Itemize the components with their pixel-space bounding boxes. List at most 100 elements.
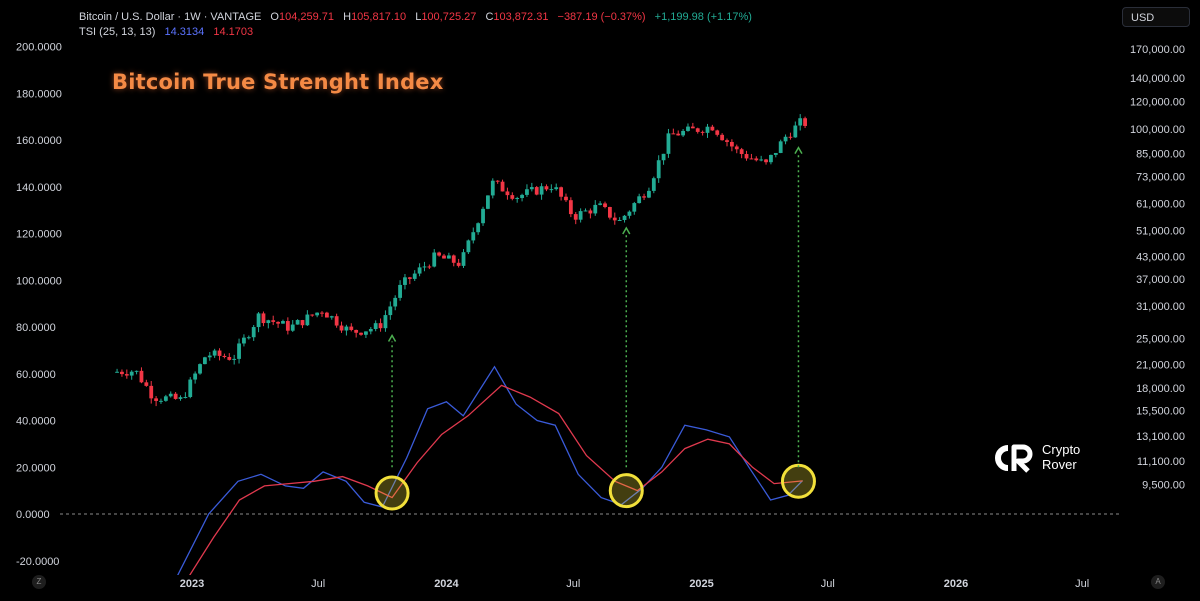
candle-body xyxy=(632,203,637,212)
auto-scale-button[interactable]: A xyxy=(1151,575,1165,589)
candle-body xyxy=(183,396,188,398)
candle xyxy=(427,264,432,270)
candle xyxy=(681,128,685,137)
right-axis-tick-label: 100,000.00 xyxy=(1130,124,1185,136)
right-axis-tick-label: 31,000.00 xyxy=(1136,301,1185,313)
left-axis-tick-label: 120.0000 xyxy=(16,229,62,241)
candle-body xyxy=(749,158,754,160)
x-axis-tick-label: 2026 xyxy=(944,578,968,590)
candle-body xyxy=(559,187,564,197)
candle xyxy=(149,381,154,404)
candle xyxy=(129,370,134,380)
candle xyxy=(734,144,739,154)
candle xyxy=(368,327,373,335)
indicator-header[interactable]: TSI (25, 13, 13) 14.3134 14.1703 xyxy=(79,26,253,38)
candle xyxy=(729,139,734,152)
candle xyxy=(500,179,505,192)
signal-line xyxy=(189,384,803,575)
candle xyxy=(412,270,417,281)
candle-body xyxy=(403,277,407,285)
candle-body xyxy=(593,204,598,214)
candle-body xyxy=(276,321,280,324)
right-axis-tick-label: 170,000.00 xyxy=(1130,44,1185,56)
candle xyxy=(305,310,310,327)
candle xyxy=(134,370,139,375)
candle xyxy=(661,153,666,165)
candle-body xyxy=(466,240,471,253)
candle xyxy=(290,320,295,332)
candle xyxy=(212,348,217,358)
candle xyxy=(334,313,339,328)
candle xyxy=(207,352,212,361)
candle xyxy=(271,315,276,326)
candle xyxy=(490,178,495,199)
candle-body xyxy=(764,159,768,163)
candle-body xyxy=(666,133,671,154)
right-axis-tick-label: 21,000.00 xyxy=(1136,360,1185,372)
candle xyxy=(725,138,729,147)
left-axis-tick-label: 180.0000 xyxy=(16,88,62,100)
candle-body xyxy=(339,325,344,331)
currency-button[interactable]: USD xyxy=(1122,7,1190,27)
candle-body xyxy=(578,211,583,220)
candle xyxy=(525,184,529,197)
x-axis-tick-label: Jul xyxy=(311,578,325,590)
candle xyxy=(388,301,393,320)
candle xyxy=(627,210,632,219)
candle-body xyxy=(207,355,212,358)
candle xyxy=(144,379,149,387)
candle-body xyxy=(676,133,681,136)
candle xyxy=(529,182,534,192)
candle-body xyxy=(368,328,373,332)
candle-body xyxy=(773,152,778,155)
candle-body xyxy=(549,189,554,191)
candle xyxy=(510,192,515,201)
candle-body xyxy=(442,255,446,259)
candle xyxy=(598,201,603,206)
candle-body xyxy=(715,130,720,135)
candle-body xyxy=(227,357,232,360)
candle-body xyxy=(407,277,412,279)
arrow-head xyxy=(387,334,397,342)
candle-body xyxy=(266,320,271,324)
candle xyxy=(583,208,588,212)
candle xyxy=(539,183,544,200)
candle xyxy=(739,147,744,159)
candle xyxy=(227,353,232,361)
candle-body xyxy=(168,393,173,397)
candle-body xyxy=(490,180,495,196)
candle-body xyxy=(422,266,427,268)
candle-body xyxy=(242,337,246,344)
candle xyxy=(754,156,759,162)
candle xyxy=(686,123,690,132)
candle xyxy=(237,338,241,364)
candle xyxy=(481,206,485,226)
candle-body xyxy=(744,154,749,159)
candle xyxy=(559,186,564,201)
candle-body xyxy=(539,186,544,195)
candle-body xyxy=(739,149,744,155)
candle xyxy=(364,331,368,338)
candle xyxy=(359,332,363,336)
candle xyxy=(217,348,222,361)
signal-value: 14.1703 xyxy=(213,26,254,38)
candle xyxy=(242,334,246,347)
candle-body xyxy=(695,128,700,132)
candle xyxy=(798,114,803,131)
candle xyxy=(720,133,725,141)
candle-body xyxy=(627,211,632,216)
right-axis-tick-label: 73,000.00 xyxy=(1136,172,1185,184)
candle xyxy=(695,127,700,134)
candle xyxy=(666,128,671,158)
right-axis-tick-label: 9,500.00 xyxy=(1142,479,1185,491)
candle-body xyxy=(651,178,656,191)
candle-body xyxy=(427,266,432,268)
candle xyxy=(642,193,646,201)
candle xyxy=(534,185,539,196)
candle xyxy=(486,195,490,210)
candle-body xyxy=(647,190,651,198)
high-value: 105,817.10 xyxy=(351,11,407,23)
candle-body xyxy=(378,323,383,329)
timezone-button[interactable]: Z xyxy=(32,575,46,589)
